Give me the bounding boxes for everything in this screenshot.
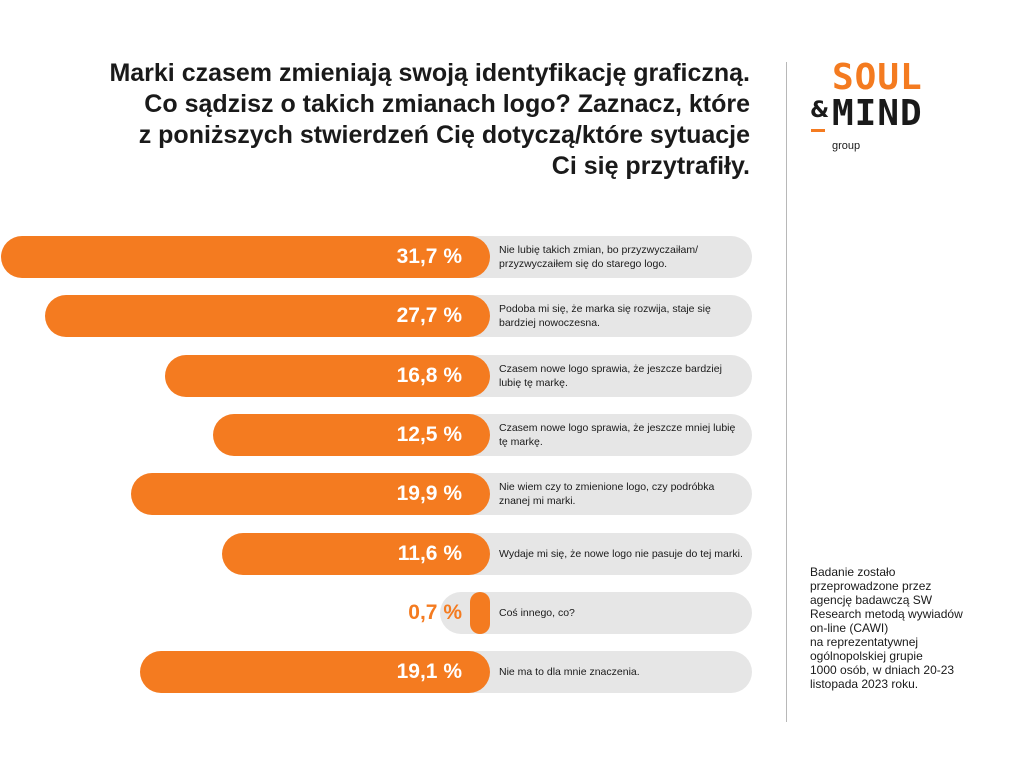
note-line: na reprezentatywnej bbox=[810, 635, 919, 649]
bar-category-label: Czasem nowe logo sprawia, że jeszcze mni… bbox=[499, 421, 736, 448]
bar bbox=[222, 532, 490, 575]
vertical-divider bbox=[786, 62, 787, 722]
bar bbox=[1, 236, 490, 278]
bar-value-label: 19,1 % bbox=[396, 660, 462, 684]
bar-chart: 31,7 % Nie lubię takich zmian, bo przyzwy… bbox=[0, 236, 780, 694]
logo-mind-text: MIND bbox=[832, 93, 923, 134]
bar-track bbox=[440, 354, 752, 397]
bar-value-label: 16,8 % bbox=[396, 363, 462, 387]
bar bbox=[212, 413, 490, 456]
bar-category-label: Nie wiem czy to zmienione logo, czy podr… bbox=[499, 481, 715, 508]
logo-soul-text: SOUL bbox=[832, 57, 923, 98]
logo-group-text: group bbox=[832, 140, 861, 152]
note-line: on-line (CAWI) bbox=[810, 621, 889, 635]
bar-category-label: Coś innego, co? bbox=[499, 606, 575, 619]
bar-row: 19,9 % Nie wiem czy to zmienione logo, cz… bbox=[0, 473, 780, 516]
bar-track bbox=[440, 295, 752, 338]
bar-row: 11,6 % Wydaje mi się, że nowe logo nie pa… bbox=[0, 532, 780, 575]
note-line: przeprowadzone przez bbox=[810, 579, 932, 593]
title-line: z poniższych stwierdzeń Cię dotyczą/któr… bbox=[138, 121, 750, 149]
bar-row: 19,1 % Nie ma to dla mnie znaczenia. bbox=[0, 651, 780, 694]
bar-row: 16,8 % Czasem nowe logo sprawia, że jeszc… bbox=[0, 354, 780, 397]
bar-track bbox=[440, 236, 752, 278]
note-line: Badanie zostało bbox=[810, 565, 896, 579]
methodology-note: Badanie zostało przeprowadzone przez age… bbox=[810, 565, 970, 691]
note-line: Research metodą wywiadów bbox=[810, 607, 963, 621]
bar-category-label: Wydaje mi się, że nowe logo nie pasuje d… bbox=[499, 547, 743, 560]
bar-value-label: 31,7 % bbox=[396, 245, 462, 268]
logo-underscore bbox=[811, 129, 825, 132]
bar-category-label: Czasem nowe logo sprawia, że jeszcze bar… bbox=[499, 362, 722, 389]
logo-ampersand: & bbox=[810, 98, 830, 123]
soul-and-mind-logo: SOUL & MIND group bbox=[810, 60, 940, 160]
note-line: listopada 2023 roku. bbox=[810, 677, 919, 691]
title-line: Co sądzisz o takich zmianach logo? Zazna… bbox=[144, 90, 750, 118]
bar-value-label: 19,9 % bbox=[396, 482, 462, 506]
bar-category-label: Nie ma to dla mnie znaczenia. bbox=[499, 666, 640, 679]
bar-track bbox=[440, 591, 752, 634]
note-line: 1000 osób, w dniach 20-23 bbox=[810, 663, 955, 677]
bar bbox=[165, 354, 490, 397]
title-line: Ci się przytrafiły. bbox=[551, 152, 750, 180]
bar-row: 0,7 % Coś innego, co? bbox=[0, 591, 780, 634]
bar-row: 31,7 % Nie lubię takich zmian, bo przyzwy… bbox=[0, 236, 780, 278]
title-line: Marki czasem zmieniają swoją identyfikac… bbox=[109, 59, 750, 87]
bar-track bbox=[440, 651, 752, 694]
page-title: Marki czasem zmieniają swoją identyfikac… bbox=[60, 58, 750, 182]
note-line: ogólnopolskiej grupie bbox=[810, 649, 923, 663]
bar-category-label: Podoba mi się, że marka się rozwija, sta… bbox=[499, 303, 711, 330]
bar-track bbox=[440, 413, 752, 456]
bar-value-label: 11,6 % bbox=[397, 541, 462, 565]
bar-track bbox=[440, 473, 752, 516]
bar-track bbox=[440, 532, 752, 575]
bar-row: 27,7 % Podoba mi się, że marka się rozwij… bbox=[0, 295, 780, 338]
bar bbox=[131, 473, 490, 516]
bar-value-label: 27,7 % bbox=[396, 304, 462, 328]
bar bbox=[139, 651, 490, 694]
bar bbox=[470, 591, 490, 634]
bar-category-label: Nie lubię takich zmian, bo przyzwyczaiła… bbox=[499, 244, 698, 270]
bar bbox=[45, 295, 490, 338]
bar-value-label: 12,5 % bbox=[396, 422, 462, 446]
bar-row: 12,5 % Czasem nowe logo sprawia, że jeszc… bbox=[0, 413, 780, 456]
note-line: agencję badawczą SW bbox=[810, 593, 933, 607]
bar-value-label: 0,7 % bbox=[408, 600, 462, 624]
